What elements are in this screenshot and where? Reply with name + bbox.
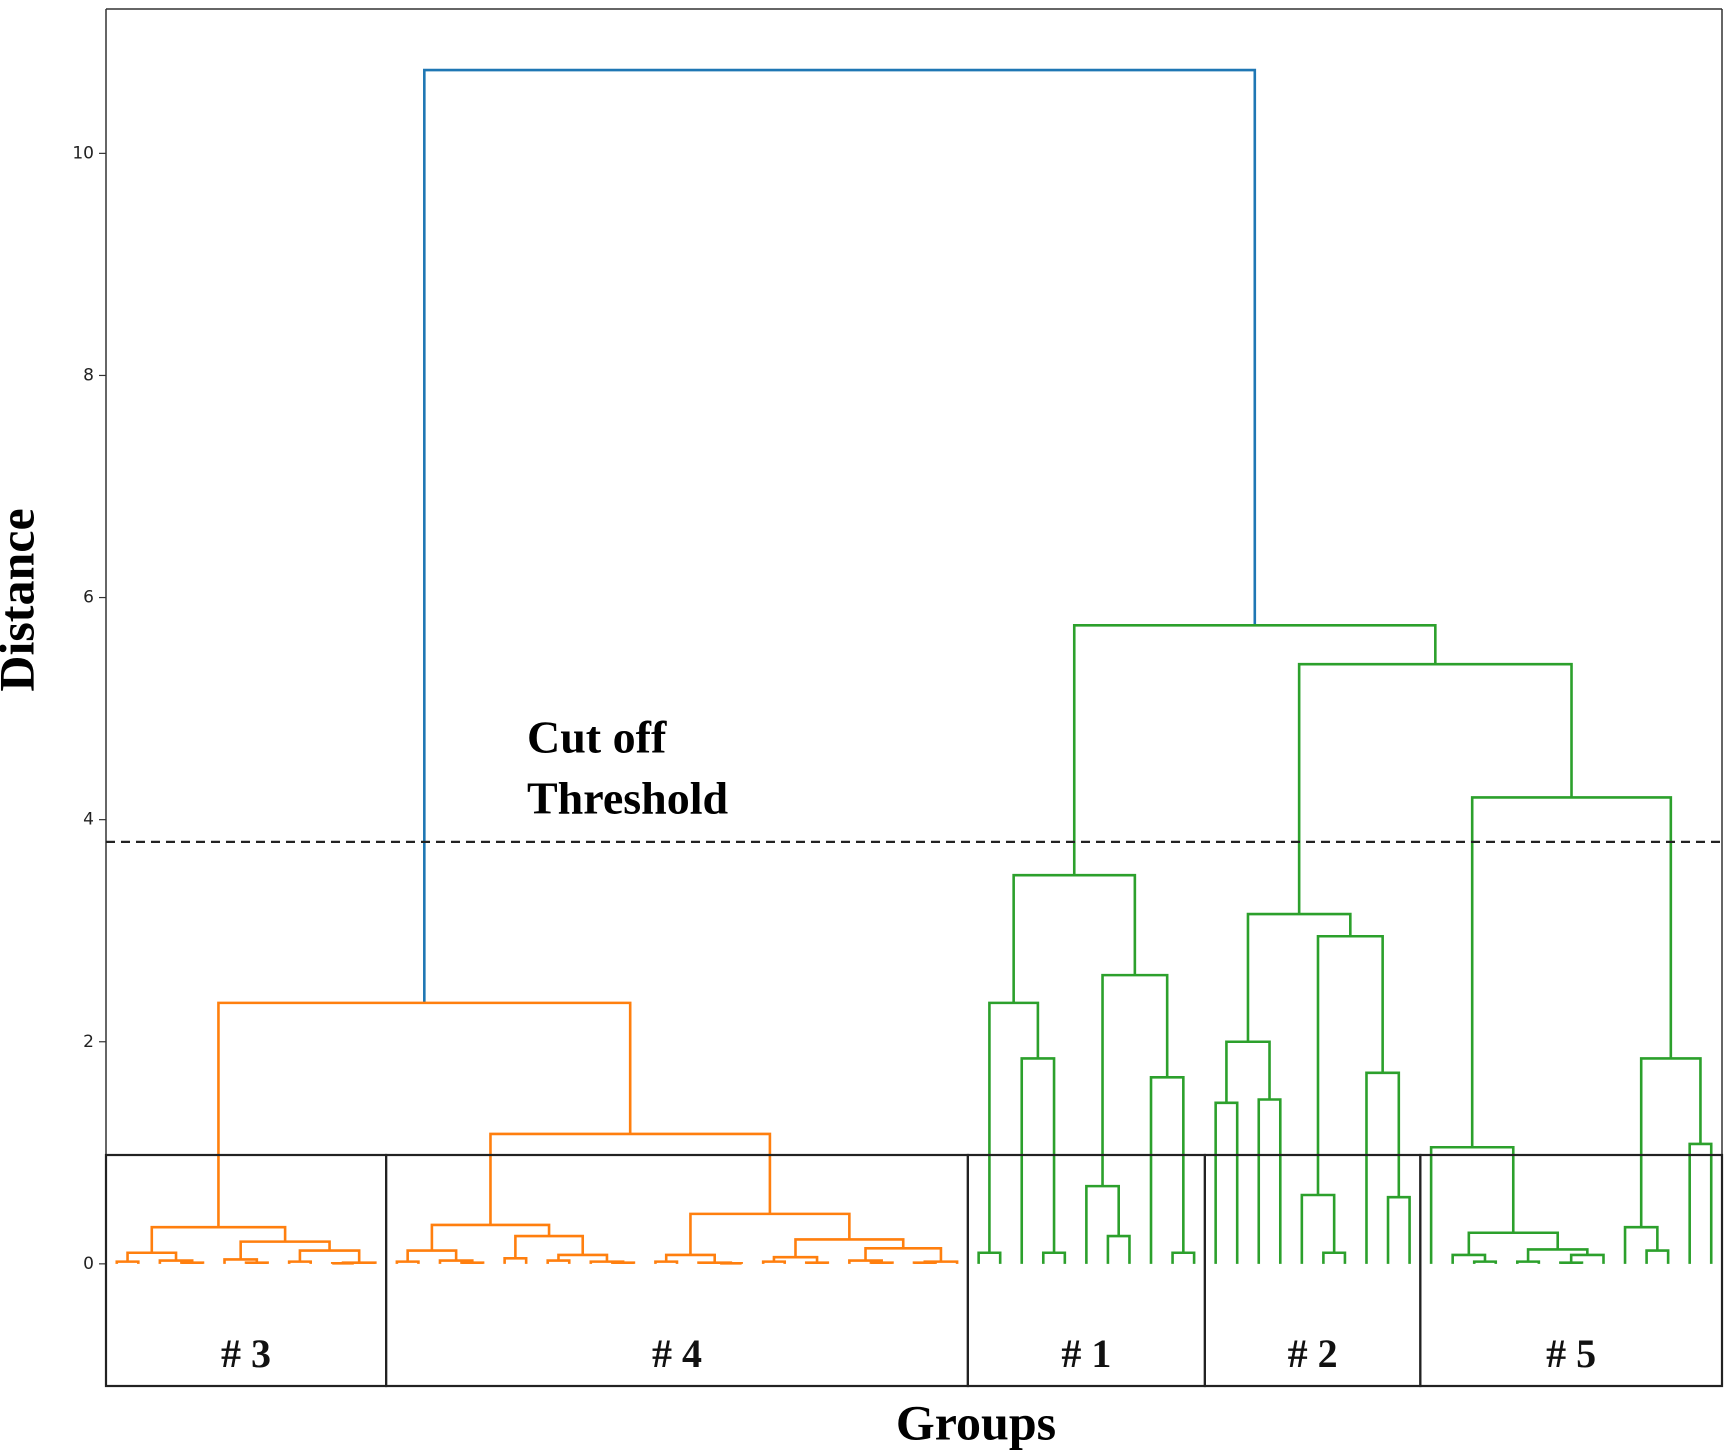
link	[298, 1249, 361, 1263]
group-box	[1419, 1153, 1724, 1388]
group-label: # 1	[1061, 1331, 1111, 1376]
link	[1041, 1251, 1067, 1264]
link	[718, 1261, 743, 1265]
link	[794, 1238, 905, 1258]
y-tick-label: 0	[83, 1254, 94, 1274]
link	[689, 1212, 851, 1255]
link	[611, 1261, 636, 1265]
link	[1559, 1261, 1584, 1265]
link	[460, 1261, 485, 1265]
link	[1214, 1101, 1239, 1264]
y-tick-label: 8	[83, 365, 94, 385]
annotation: Threshold	[527, 773, 729, 824]
link	[1365, 1071, 1401, 1264]
link	[988, 1001, 1040, 1253]
link	[1149, 1075, 1185, 1264]
link	[217, 1001, 632, 1228]
link	[1645, 1249, 1670, 1264]
group-label: # 2	[1288, 1331, 1338, 1376]
annotation: Cut off	[527, 712, 667, 763]
link	[1526, 1248, 1589, 1262]
group-label: # 4	[652, 1331, 702, 1376]
link	[1316, 934, 1384, 1195]
link	[1386, 1195, 1411, 1264]
link	[150, 1225, 287, 1253]
x-axis-label: Groups	[896, 1394, 1056, 1450]
link	[503, 1256, 528, 1264]
link	[912, 1261, 937, 1265]
link	[1012, 873, 1137, 1003]
link	[664, 1253, 716, 1263]
link	[1101, 973, 1169, 1187]
link	[864, 1247, 943, 1262]
link	[1516, 1260, 1541, 1264]
link	[546, 1259, 571, 1264]
link	[1225, 1040, 1271, 1103]
link	[869, 1261, 894, 1265]
link	[1429, 1145, 1515, 1264]
link	[514, 1234, 585, 1259]
link	[406, 1249, 458, 1262]
group-label: # 5	[1546, 1331, 1596, 1376]
link	[244, 1261, 269, 1265]
link	[1623, 1225, 1659, 1264]
y-tick-label: 4	[83, 810, 94, 830]
link	[654, 1260, 679, 1264]
link	[287, 1260, 312, 1264]
link	[557, 1253, 609, 1262]
link	[1106, 1234, 1131, 1264]
link	[772, 1255, 819, 1263]
link	[1297, 662, 1573, 915]
link	[1569, 1253, 1605, 1264]
link	[1257, 1098, 1282, 1264]
y-tick-label: 6	[83, 588, 94, 608]
link	[977, 1251, 1002, 1264]
link	[1171, 1251, 1196, 1264]
link	[1246, 912, 1352, 1042]
link	[423, 68, 1257, 1003]
link	[761, 1260, 787, 1264]
link	[1451, 1253, 1487, 1264]
link	[1072, 624, 1437, 876]
link	[1472, 1260, 1498, 1264]
link	[180, 1261, 205, 1265]
link	[239, 1240, 331, 1260]
link	[1020, 1057, 1056, 1264]
y-axis-label: Distance	[0, 508, 44, 691]
link	[1300, 1193, 1336, 1264]
link	[126, 1251, 178, 1262]
y-tick-label: 2	[83, 1032, 94, 1052]
link	[1639, 1057, 1702, 1228]
y-tick-label: 10	[72, 143, 94, 163]
group-label: # 3	[221, 1331, 271, 1376]
link	[489, 1132, 772, 1225]
link	[804, 1261, 830, 1265]
link	[115, 1260, 140, 1264]
link	[430, 1223, 551, 1251]
link	[1085, 1184, 1120, 1264]
link	[1470, 796, 1673, 1148]
link	[223, 1258, 259, 1264]
link	[1688, 1142, 1713, 1264]
link	[395, 1260, 420, 1264]
link	[330, 1261, 356, 1265]
link	[1467, 1231, 1560, 1255]
link	[1322, 1251, 1347, 1264]
